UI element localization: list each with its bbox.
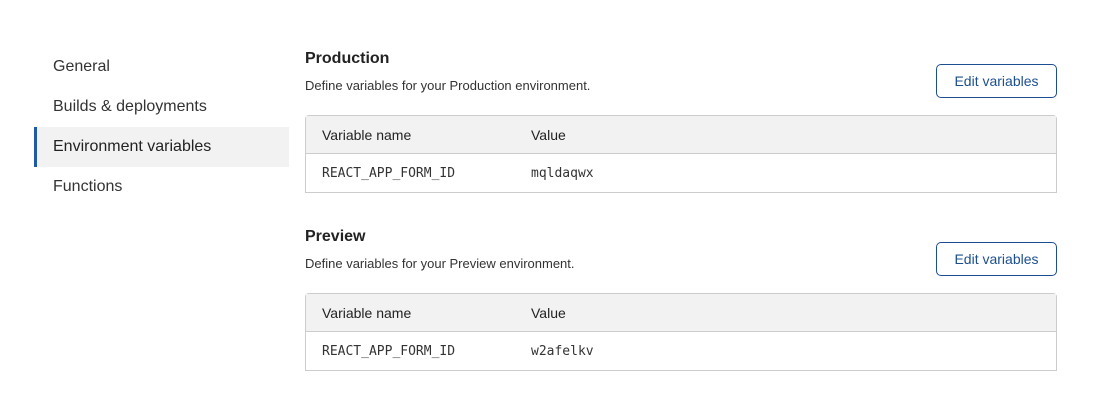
column-header-value: Value <box>531 126 566 143</box>
table-row: REACT_APP_FORM_ID w2afelkv <box>306 332 1056 370</box>
variable-value: mqldaqwx <box>531 165 594 181</box>
column-header-name: Variable name <box>322 126 412 143</box>
table-row: REACT_APP_FORM_ID mqldaqwx <box>306 154 1056 192</box>
variables-table: Variable name Value REACT_APP_FORM_ID w2… <box>305 293 1057 371</box>
table-header: Variable name Value <box>306 116 1056 154</box>
section-description: Define variables for your Preview enviro… <box>305 256 575 271</box>
sidebar-item-environment-variables[interactable]: Environment variables <box>34 127 289 167</box>
production-section: Production Define variables for your Pro… <box>305 47 1057 193</box>
sidebar-item-builds-deployments[interactable]: Builds & deployments <box>53 98 207 115</box>
section-description: Define variables for your Production env… <box>305 78 591 93</box>
preview-section: Preview Define variables for your Previe… <box>305 225 1057 371</box>
variable-name: REACT_APP_FORM_ID <box>322 165 456 181</box>
section-title: Preview <box>305 228 366 245</box>
variable-name: REACT_APP_FORM_ID <box>322 343 456 359</box>
edit-variables-button[interactable]: Edit variables <box>936 242 1057 276</box>
settings-sidebar: General Builds & deployments Environment… <box>34 47 289 207</box>
sidebar-item-general[interactable]: General <box>53 58 110 75</box>
column-header-name: Variable name <box>322 304 412 321</box>
sidebar-item-functions[interactable]: Functions <box>53 178 123 195</box>
table-header: Variable name Value <box>306 294 1056 332</box>
edit-variables-button[interactable]: Edit variables <box>936 64 1057 98</box>
variables-table: Variable name Value REACT_APP_FORM_ID mq… <box>305 115 1057 193</box>
column-header-value: Value <box>531 304 566 321</box>
variable-value: w2afelkv <box>531 343 594 359</box>
section-title: Production <box>305 50 390 67</box>
